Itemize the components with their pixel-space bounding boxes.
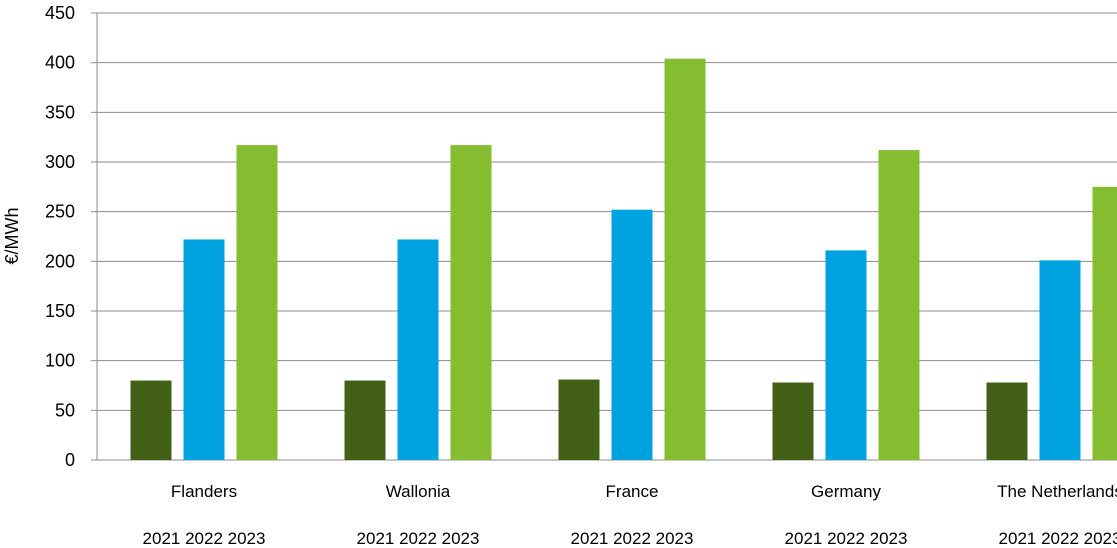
year-label: 2023 bbox=[651, 529, 694, 548]
year-label: 2021 bbox=[571, 529, 609, 548]
year-label: 2022 bbox=[394, 529, 437, 548]
y-tick-label: 450 bbox=[45, 3, 75, 23]
year-label: 2023 bbox=[1079, 529, 1117, 548]
bar-wallonia-2022 bbox=[397, 239, 439, 460]
category-labels: Flanders Wallonia France Germany The Netherl… bbox=[171, 482, 1117, 501]
bar-the-netherlands-2022 bbox=[1039, 260, 1081, 460]
y-tick-label: 50 bbox=[55, 400, 75, 420]
bar-flanders-2021 bbox=[130, 380, 172, 460]
year-label: 2022 bbox=[608, 529, 651, 548]
year-label: 2023 bbox=[865, 529, 908, 548]
year-label-group: 2021 2022 2023 bbox=[143, 529, 266, 548]
bar-flanders-2023 bbox=[236, 145, 278, 460]
year-label: 2023 bbox=[223, 529, 266, 548]
year-label: 2021 bbox=[357, 529, 395, 548]
y-axis-ticks: 0 50 100 150 200 250 300 350 400 450 bbox=[45, 3, 75, 470]
y-tick-label: 100 bbox=[45, 351, 75, 371]
year-label-group: 2021 2022 2023 bbox=[999, 529, 1117, 548]
year-label: 2021 bbox=[785, 529, 823, 548]
year-label-group: 2021 2022 2023 bbox=[571, 529, 694, 548]
bar-germany-2023 bbox=[878, 150, 920, 460]
y-axis-label: €/MWh bbox=[2, 207, 22, 264]
bar-the-netherlands-2021 bbox=[986, 382, 1028, 460]
year-label: 2021 bbox=[143, 529, 181, 548]
bar-flanders-2022 bbox=[183, 239, 225, 460]
year-labels: 2021 2022 2023 2021 2022 2023 2021 2022 20… bbox=[143, 529, 1117, 548]
year-label-group: 2021 2022 2023 bbox=[785, 529, 908, 548]
bar-wallonia-2021 bbox=[344, 380, 386, 460]
year-label-group: 2021 2022 2023 bbox=[357, 529, 480, 548]
bar-germany-2021 bbox=[772, 382, 814, 460]
y-tick-label: 350 bbox=[45, 102, 75, 122]
bar-germany-2022 bbox=[825, 250, 867, 460]
category-label: Germany bbox=[811, 482, 881, 501]
bar-wallonia-2023 bbox=[450, 145, 492, 460]
category-label: Flanders bbox=[171, 482, 237, 501]
bars bbox=[130, 58, 1117, 461]
bar-france-2021 bbox=[558, 379, 600, 460]
y-tick-label: 150 bbox=[45, 301, 75, 321]
year-label: 2022 bbox=[822, 529, 865, 548]
y-tick-label: 250 bbox=[45, 202, 75, 222]
y-tick-label: 400 bbox=[45, 53, 75, 73]
bar-the-netherlands-2023 bbox=[1092, 186, 1117, 461]
category-label: France bbox=[606, 482, 659, 501]
y-tick-label: 200 bbox=[45, 251, 75, 271]
year-label: 2021 bbox=[999, 529, 1037, 548]
year-label: 2023 bbox=[437, 529, 480, 548]
bar-france-2022 bbox=[611, 209, 653, 460]
year-label: 2022 bbox=[180, 529, 223, 548]
category-label: Wallonia bbox=[386, 482, 451, 501]
y-tick-label: 300 bbox=[45, 152, 75, 172]
year-label: 2022 bbox=[1036, 529, 1079, 548]
category-label: The Netherlands bbox=[997, 482, 1117, 501]
y-tick-label: 0 bbox=[65, 450, 75, 470]
bar-france-2023 bbox=[664, 58, 706, 461]
